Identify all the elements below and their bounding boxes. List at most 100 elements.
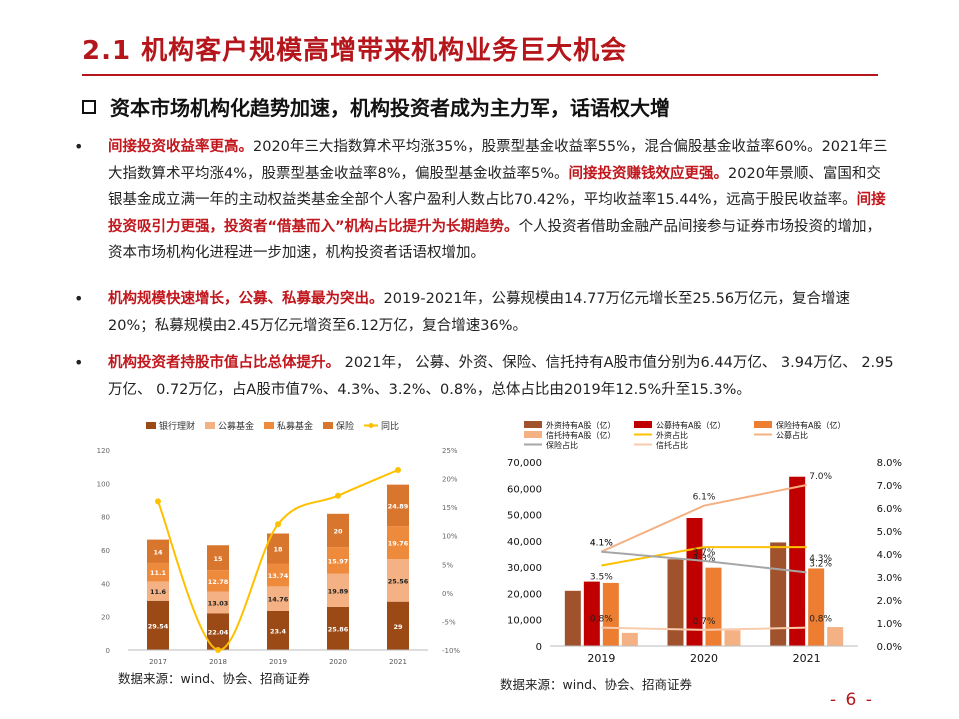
legend-label: 保险持有A股（亿）: [776, 420, 845, 430]
data-label: 4.3%: [809, 554, 832, 564]
data-label: 29.54: [148, 622, 169, 630]
y2-tick-label: -5%: [442, 618, 456, 626]
bar: [789, 476, 806, 646]
data-label: 0.8%: [590, 615, 613, 625]
subheading-text: 资本市场机构化趋势加速，机构投资者成为主力军，话语权大增: [110, 96, 670, 120]
bar-segment: [327, 606, 349, 650]
line-point: [395, 467, 401, 473]
y-tick-label: 20: [101, 614, 110, 622]
bullet-dot: •: [74, 289, 84, 308]
bar: [705, 567, 722, 646]
legend-label: 私募基金: [277, 420, 313, 432]
data-label: 13.03: [208, 599, 229, 607]
series-line: [600, 484, 807, 553]
bar-segment: [387, 484, 409, 527]
y-tick-label: 50,000: [507, 511, 542, 522]
data-label: 22.04: [208, 629, 229, 637]
bar-segment: [267, 586, 289, 611]
data-label: 13.74: [268, 572, 289, 580]
line-point: [155, 498, 161, 505]
y-tick-label: 0: [106, 647, 110, 655]
bar-segment: [267, 563, 289, 587]
bullet-paragraph: • 机构投资者持股市值占比总体提升。 2021年， 公募、外资、保险、信托持有A…: [74, 350, 894, 403]
bullet-body: 间接投资收益率更高。2020年三大指数算术平均涨35%，股票型基金收益率55%，…: [108, 134, 894, 267]
data-label: 11.1: [150, 569, 167, 577]
legend-swatch: [146, 422, 156, 429]
data-label: 14: [153, 548, 163, 556]
legend-line-marker: [368, 423, 374, 428]
y2-tick-label: 2.0%: [877, 596, 902, 607]
page-title: 2.1 机构客户规模高增带来机构业务巨大机会: [82, 36, 628, 66]
y-tick-label: 60: [101, 547, 110, 555]
legend-swatch: [264, 422, 274, 429]
bar-segment: [147, 562, 169, 582]
bar-segment: [147, 600, 169, 650]
highlight-text: 间接投资吸引力更强，投资者“借基而入”机构占比提升为长期趋势。: [108, 192, 886, 235]
bar: [583, 581, 600, 646]
legend-swatch: [634, 421, 652, 428]
line-point: [275, 521, 281, 528]
y-tick-label: 0: [536, 642, 542, 653]
legend-label: 公募基金: [218, 420, 254, 432]
legend-label: 公募占比: [776, 430, 808, 440]
data-label: 11.6: [150, 588, 167, 596]
y2-tick-label: 15%: [442, 504, 458, 512]
x-tick-label: 2017: [149, 658, 167, 666]
y-tick-label: 30,000: [507, 563, 542, 574]
bar-segment: [147, 581, 169, 601]
y-tick-label: 40: [101, 580, 110, 588]
y2-tick-label: 1.0%: [877, 619, 902, 630]
legend-swatch: [524, 431, 542, 438]
bar-segment: [207, 545, 229, 571]
bar: [724, 630, 741, 646]
data-label: 12.78: [208, 578, 229, 586]
y-tick-label: 80: [101, 514, 110, 522]
y2-tick-label: 0.0%: [877, 642, 902, 653]
legend-label: 信托占比: [656, 440, 688, 450]
y2-tick-label: 20%: [442, 476, 458, 484]
bar-segment: [387, 559, 409, 602]
data-label: 7.0%: [809, 472, 832, 482]
legend-label: 保险占比: [546, 440, 578, 450]
data-label: 29: [393, 623, 403, 631]
legend-label: 保险: [336, 420, 354, 432]
bar: [827, 627, 844, 646]
line-point: [215, 647, 221, 653]
bullet-dot: •: [74, 353, 84, 372]
y2-tick-label: 5.0%: [877, 527, 902, 538]
x-tick-label: 2021: [793, 652, 821, 665]
data-label: 0.7%: [693, 617, 716, 627]
x-tick-label: 2021: [389, 658, 407, 666]
data-label: 3.7%: [693, 548, 716, 558]
source-note-left: 数据来源：wind、协会、招商证券: [118, 671, 311, 686]
source-note-right: 数据来源：wind、协会、招商证券: [500, 677, 693, 692]
y-tick-label: 10,000: [507, 616, 542, 627]
highlight-text: 机构规模快速增长，公募、私募最为突出。: [108, 291, 384, 307]
data-label: 25.86: [328, 625, 349, 633]
body-text: 2019-2021年，公募规模由14.77万亿元增长至25.56万亿元，复合增速…: [108, 291, 851, 334]
data-label: 0.8%: [809, 615, 832, 625]
holdings-share-chart: 0 10,000 20,000 30,000 40,000 50,000 60,000 70,…: [507, 420, 902, 665]
x-tick-label: 2020: [329, 658, 347, 666]
y2-tick-label: 4.0%: [877, 550, 902, 561]
legend-label: 信托持有A股（亿）: [546, 430, 615, 440]
bar: [808, 568, 825, 646]
data-label: 25.56: [388, 577, 409, 585]
y2-tick-label: 8.0%: [877, 458, 902, 469]
data-label: 15: [213, 555, 223, 563]
bar: [621, 632, 638, 646]
bar-segment: [387, 601, 409, 650]
data-label: 4.1%: [590, 539, 613, 549]
bullet-dot: •: [74, 137, 84, 156]
legend-label: 外资持有A股（亿）: [546, 420, 615, 430]
legend-label: 公募持有A股（亿）: [656, 420, 725, 430]
bullet-body: 机构规模快速增长，公募、私募最为突出。2019-2021年，公募规模由14.77…: [108, 286, 894, 339]
bar: [770, 542, 787, 646]
data-label: 4.3%: [693, 554, 716, 564]
square-bullet-icon: [82, 99, 96, 114]
legend-swatch: [754, 421, 772, 428]
bar-segment: [267, 533, 289, 564]
bar-segment: [327, 513, 349, 548]
x-tick-label: 2019: [587, 652, 615, 665]
bar-segment: [207, 570, 229, 592]
